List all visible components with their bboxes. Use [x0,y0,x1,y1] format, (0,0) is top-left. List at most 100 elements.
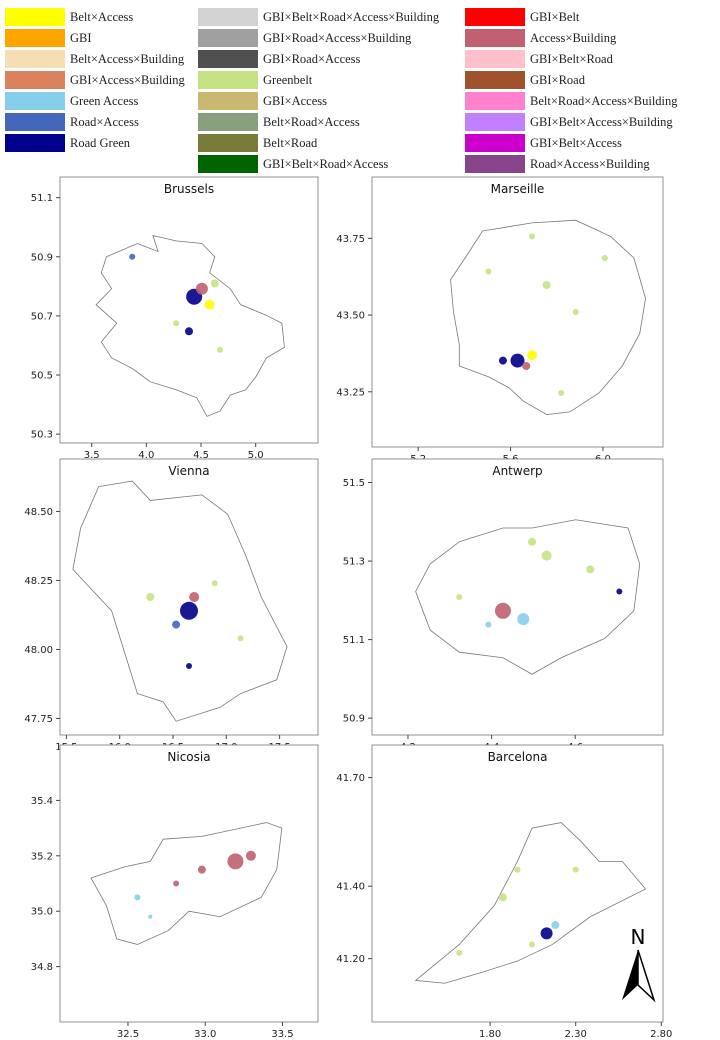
map-patch [494,602,511,619]
map-patch [227,853,244,870]
map-patch [216,346,223,353]
legend-swatch [465,71,525,89]
map-patch [148,914,153,919]
map-patch [180,601,198,620]
legend-swatch [5,92,65,110]
legend-label: GBI×Access×Building [70,73,186,87]
legend-swatch [465,155,525,173]
panel-title: Antwerp [492,464,542,478]
y-tick-label: 48.50 [24,507,53,518]
map-patch [211,580,218,587]
y-tick-label: 51.1 [31,193,53,204]
map-patch [173,320,180,327]
panel-title: Barcelona [488,750,548,764]
y-tick-label: 50.7 [31,311,53,322]
x-tick-label: 2.30 [565,1029,587,1040]
y-tick-label: 41.20 [336,954,365,965]
y-tick-label: 50.9 [343,714,365,725]
x-tick-label: 4.0 [138,450,154,461]
legend-label: Green Access [70,94,139,108]
legend-label: GBI×Belt×Access×Building [530,115,673,129]
map-patch [551,921,560,930]
map-patch [456,594,463,600]
y-tick-label: 35.2 [31,851,53,862]
north-arrow-right [637,949,656,1003]
map-patch [189,592,200,602]
y-tick-label: 51.3 [343,557,365,568]
y-tick-label: 41.70 [336,773,365,784]
legend-label: Road×Access×Building [530,157,650,171]
map-patch [237,635,244,642]
legend-swatch [465,134,525,152]
map-patch [204,299,215,310]
legend-label: GBI×Belt [530,10,580,24]
x-tick-label: 4.5 [193,450,209,461]
legend-label: GBI [70,31,92,45]
map-patch [186,663,192,669]
legend-swatch [198,71,258,89]
map-patch [541,550,552,561]
legend-label: Belt×Access×Building [70,52,185,66]
legend-label: GBI×Access [263,94,327,108]
legend-swatch [465,50,525,68]
legend-label: Belt×Road×Access [263,115,360,129]
legend-swatch [5,8,65,26]
y-tick-label: 50.9 [31,252,53,263]
legend-swatch [465,29,525,47]
map-patch [528,537,537,546]
map-panel: Barcelona 1.80 2.30 2.80 41.20 41.40 41.70 [336,744,672,1040]
x-tick-label: 1.80 [479,1029,501,1040]
map-patch [173,880,180,887]
map-patch [245,850,256,861]
map-patch [572,866,579,873]
city-boundary [415,519,641,675]
y-tick-label: 48.25 [24,576,53,587]
legend-label: Belt×Road×Access×Building [530,94,678,108]
map-panel: Brussels 3.5 4.0 4.5 5.0 50.3 50.5 50.7 50.9 51.1 [31,176,319,461]
legend-swatch [198,134,258,152]
map-patch [510,353,525,368]
map-patch [485,621,492,628]
legend-swatch [198,29,258,47]
legend-swatch [465,92,525,110]
y-tick-label: 50.5 [31,371,53,382]
legend-label: GBI×Belt×Road [530,52,614,66]
map-patch [195,282,208,295]
legend-label: Belt×Road [263,136,318,150]
map-patch [540,927,553,940]
y-tick-label: 48.00 [24,645,53,656]
legend-swatch [5,134,65,152]
map-patch [529,941,536,948]
x-tick-label: 32.5 [117,1029,139,1040]
legend-swatch [198,113,258,131]
map-panel: Nicosia 32.5 33.0 33.5 34.8 35.0 35.2 35.4 [31,744,319,1040]
north-arrow: N [622,925,656,1003]
map-patch [172,620,181,629]
x-tick-label: 33.5 [271,1029,293,1040]
city-boundary [450,219,646,416]
y-tick-label: 51.5 [343,478,365,489]
legend-label: Road×Access [70,115,139,129]
y-tick-label: 34.8 [31,962,53,973]
x-tick-label: 3.5 [84,450,100,461]
city-boundary [90,822,283,945]
map-patch [185,327,193,336]
legend-label: GBI×Belt×Access [530,136,622,150]
map-patch [498,356,507,365]
map-patch [485,268,492,275]
legend-swatch [198,8,258,26]
y-tick-label: 35.4 [31,796,53,807]
map-patch [456,949,463,956]
legend-swatch [465,8,525,26]
map-patch [522,362,531,370]
map-patch [498,893,507,902]
panel-title: Brussels [164,182,214,196]
map-panel: Vienna15.516.016.517.017.547.7548.0048.2… [24,458,319,753]
x-tick-label: 5.0 [248,450,264,461]
x-tick-label: 2.80 [650,1029,672,1040]
north-label: N [631,925,646,949]
y-tick-label: 43.50 [336,311,365,322]
y-tick-label: 50.3 [31,430,53,441]
y-tick-label: 43.75 [336,234,365,245]
